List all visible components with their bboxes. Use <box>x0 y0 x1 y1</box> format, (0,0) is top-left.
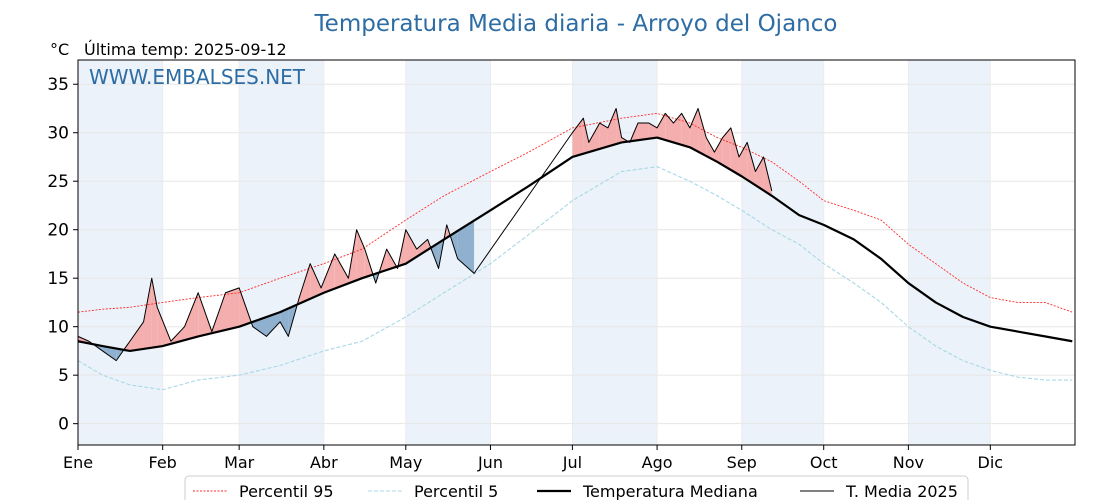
anomaly-above <box>356 229 365 281</box>
anomaly-above <box>657 113 666 141</box>
series-lines <box>77 107 1073 391</box>
anomaly-above <box>151 278 158 348</box>
x-tick-label: Abr <box>310 453 338 472</box>
anomaly-above <box>755 156 764 191</box>
y-tick-label: 30 <box>47 124 69 144</box>
month-band <box>908 60 991 445</box>
plot-frame <box>77 59 1076 446</box>
x-tick-label: May <box>389 453 422 472</box>
anomaly-above <box>416 239 428 257</box>
anomaly-above <box>706 137 715 161</box>
anomaly-above <box>747 142 756 186</box>
anomaly-above <box>698 108 707 157</box>
last-temp-subtitle: Última temp: 2025-09-12 <box>84 40 287 59</box>
y-tick-label: 10 <box>47 318 69 338</box>
month-band <box>741 60 824 445</box>
anomaly-above <box>157 307 171 347</box>
anomaly-above <box>681 113 690 148</box>
anomaly-above <box>225 287 240 330</box>
legend-label: T. Media 2025 <box>845 482 958 500</box>
x-tick-label: Dic <box>978 453 1004 472</box>
anomaly-above <box>637 123 649 141</box>
x-tick-label: Jul <box>562 453 582 472</box>
month-band <box>239 60 324 445</box>
series-line-t2025 <box>77 107 773 362</box>
month-bands <box>78 60 991 445</box>
y-tick-label: 0 <box>58 415 69 435</box>
x-tick-label: Ene <box>63 453 93 472</box>
y-tick-label: 5 <box>58 366 69 386</box>
series-line-p5 <box>77 166 1073 391</box>
anomaly-above <box>714 137 723 166</box>
anomaly-above <box>607 108 617 147</box>
x-tick-label: Jun <box>477 453 503 472</box>
chart-title: Temperatura Media diaria - Arroyo del Oj… <box>314 11 838 37</box>
anomaly-above <box>184 292 199 341</box>
anomaly-above <box>730 127 740 175</box>
y-tick-label: 35 <box>47 75 69 95</box>
x-tick-label: Oct <box>810 453 838 472</box>
series-line-p95 <box>77 112 1073 313</box>
x-tick-label: Ago <box>642 453 673 472</box>
anomaly-above <box>143 278 152 349</box>
month-band <box>78 60 163 445</box>
anomaly-above <box>588 123 600 153</box>
anomaly-above <box>334 253 349 289</box>
x-tick-label: Mar <box>224 453 255 472</box>
legend: Percentil 95 Percentil 5 Temperatura Media… <box>184 475 969 500</box>
series-line-median <box>77 136 1073 353</box>
anomaly-below <box>266 312 281 337</box>
anomaly-below <box>457 220 475 274</box>
x-tick-label: Feb <box>149 453 177 472</box>
anomaly-above <box>689 108 699 152</box>
anomaly-above <box>405 229 417 264</box>
anomaly-above <box>572 118 584 157</box>
y-axis: 0 5 10 15 20 25 30 35 <box>47 75 78 435</box>
anomaly-below <box>102 346 117 361</box>
anomaly-below <box>252 316 267 337</box>
y-tick-label: 20 <box>47 221 69 241</box>
watermark-text: WWW.EMBALSES.NET <box>89 65 306 89</box>
legend-label: Temperatura Mediana <box>582 482 758 500</box>
x-tick-label: Nov <box>893 453 924 472</box>
legend-box <box>184 475 969 500</box>
x-axis: Ene Feb Mar Abr May Jun Jul Ago Sep Oct Nov Dic <box>63 445 1003 472</box>
anomaly-above <box>583 118 589 154</box>
y-tick-label: 25 <box>47 172 69 192</box>
anomaly-above <box>321 253 335 294</box>
anomaly-above <box>599 123 608 149</box>
anomaly-above <box>722 127 731 170</box>
anomaly-above <box>739 142 748 180</box>
y-tick-label: 15 <box>47 269 69 289</box>
legend-label: Percentil 95 <box>239 482 334 500</box>
x-tick-label: Sep <box>727 453 757 472</box>
y-axis-unit-label: °C <box>50 40 69 59</box>
anomaly-above <box>129 321 144 351</box>
anomaly-below <box>280 308 289 337</box>
legend-label: Percentil 5 <box>414 482 498 500</box>
anomaly-above <box>310 263 322 299</box>
